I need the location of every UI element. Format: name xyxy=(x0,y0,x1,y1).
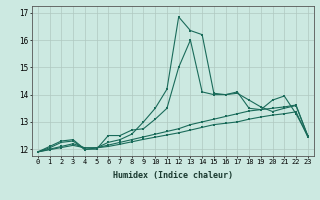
X-axis label: Humidex (Indice chaleur): Humidex (Indice chaleur) xyxy=(113,171,233,180)
